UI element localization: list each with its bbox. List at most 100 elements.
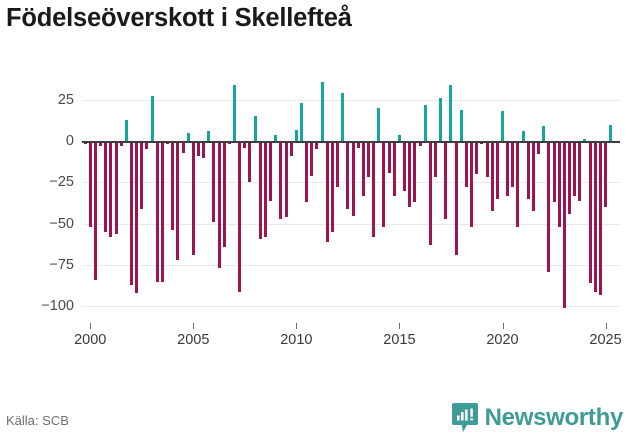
bar xyxy=(181,141,185,153)
x-axis: 2000 2005 2010 2015 2020 2025 xyxy=(74,323,622,373)
bar xyxy=(454,141,458,256)
bar xyxy=(501,111,504,142)
zero-axis-line xyxy=(82,141,620,144)
bar xyxy=(171,141,175,231)
bar xyxy=(588,141,592,284)
bar xyxy=(310,141,314,176)
bar xyxy=(114,141,118,234)
bar xyxy=(434,141,437,178)
bar xyxy=(248,141,252,183)
gridline xyxy=(82,306,620,308)
y-tick-label: −75 xyxy=(49,257,74,274)
bar xyxy=(140,141,144,209)
y-tick-label: 0 xyxy=(65,133,74,150)
bar xyxy=(506,141,510,196)
page-title: Födelseöverskott i Skellefteå xyxy=(6,4,352,32)
bar xyxy=(439,98,443,142)
bar xyxy=(88,141,92,228)
bar xyxy=(403,141,407,191)
bar xyxy=(552,141,556,203)
bar xyxy=(305,141,309,203)
bar xyxy=(196,141,200,156)
bar xyxy=(279,141,283,219)
bar xyxy=(418,141,422,147)
x-tick-label: 2020 xyxy=(486,332,519,348)
gridline xyxy=(82,265,620,267)
y-axis: 25 0 −25 −50 −75 −100 xyxy=(8,75,74,323)
bar xyxy=(212,141,216,223)
bar xyxy=(428,141,432,246)
bar xyxy=(289,141,293,156)
bar xyxy=(160,141,164,282)
bar xyxy=(578,141,582,201)
bar xyxy=(351,141,355,216)
bar xyxy=(356,141,360,148)
bar xyxy=(372,141,376,238)
bar xyxy=(377,108,381,142)
bar xyxy=(263,141,267,238)
bar xyxy=(258,141,262,239)
bar xyxy=(382,141,386,228)
bar xyxy=(176,141,180,261)
bar xyxy=(464,141,468,188)
bar xyxy=(567,141,571,214)
bar xyxy=(330,141,334,233)
bar xyxy=(315,141,319,150)
bar xyxy=(495,141,499,199)
bar xyxy=(547,141,551,272)
bar xyxy=(531,141,535,211)
bar xyxy=(346,141,350,209)
bar xyxy=(186,132,190,142)
bar xyxy=(413,141,417,203)
x-tick-mark xyxy=(502,323,504,329)
bar xyxy=(145,141,149,150)
bar xyxy=(444,141,448,219)
bar xyxy=(217,141,221,269)
bar xyxy=(155,141,159,282)
bar xyxy=(485,141,489,178)
gridline xyxy=(82,99,620,101)
bar xyxy=(367,141,371,178)
bar xyxy=(109,141,113,238)
newsworthy-speech-bubble-chart-icon xyxy=(451,403,478,433)
x-tick-label: 2005 xyxy=(177,332,210,348)
bar xyxy=(459,109,463,142)
x-tick-mark xyxy=(296,323,298,329)
bar xyxy=(135,141,139,294)
bar xyxy=(449,84,453,142)
y-tick-label: 25 xyxy=(57,91,74,108)
x-tick-mark xyxy=(90,323,92,329)
bar xyxy=(104,141,108,233)
bar xyxy=(274,134,278,142)
x-tick-mark xyxy=(605,323,607,329)
y-tick-label: −25 xyxy=(49,174,74,191)
gridline xyxy=(82,182,620,184)
bar xyxy=(490,141,494,211)
x-tick-label: 2010 xyxy=(280,332,313,348)
bar xyxy=(99,141,103,147)
bar xyxy=(124,119,128,142)
bar xyxy=(526,141,530,199)
bar xyxy=(521,131,525,142)
bar xyxy=(557,141,561,228)
bar xyxy=(119,141,123,147)
bar xyxy=(583,139,587,142)
bar xyxy=(336,141,340,188)
x-tick-mark xyxy=(193,323,195,329)
bar xyxy=(202,141,206,158)
x-tick-label: 2000 xyxy=(74,332,107,348)
source-note: Källa: SCB xyxy=(6,413,69,428)
bar xyxy=(598,141,602,295)
bar xyxy=(387,141,391,173)
bar xyxy=(253,116,257,142)
bar xyxy=(604,141,608,208)
bar xyxy=(325,141,329,242)
bar xyxy=(593,141,597,292)
bar xyxy=(233,84,237,142)
bar xyxy=(562,141,566,309)
gridline xyxy=(82,223,620,225)
bar xyxy=(150,96,154,142)
logo-text: Newsworthy xyxy=(484,404,624,431)
bar xyxy=(93,141,97,280)
bar xyxy=(475,141,479,175)
